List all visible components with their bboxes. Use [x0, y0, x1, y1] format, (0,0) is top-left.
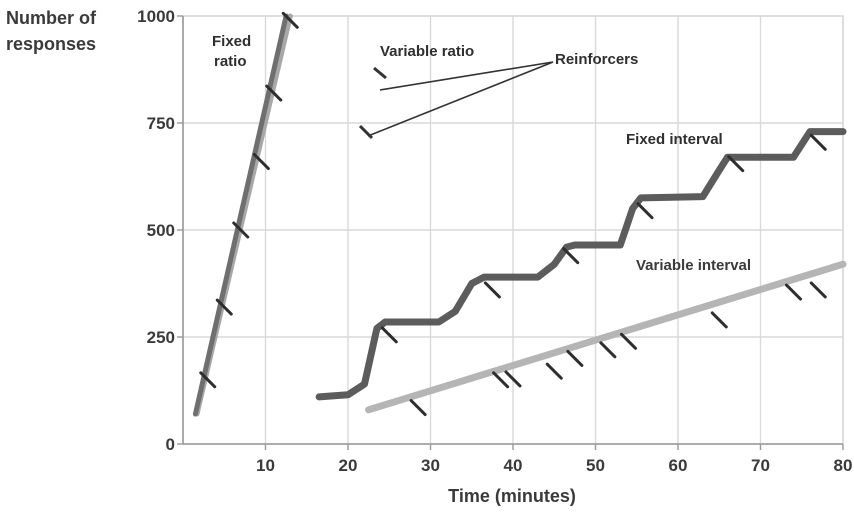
reinforcer-mark-variable-interval — [785, 283, 802, 301]
series-line-variable-interval — [365, 260, 847, 414]
x-tick-label: 50 — [586, 456, 605, 475]
x-axis-label: Time (minutes) — [448, 486, 576, 506]
reinforcer-legend-tick-2 — [358, 124, 374, 140]
reinforcer-mark-fixed-interval — [380, 326, 398, 344]
y-tick-label: 500 — [147, 221, 175, 240]
axes: 10 20 30 40 50 60 70 80 0 250 500 750 1000 — [137, 7, 852, 475]
reinforcer-mark-variable-interval — [809, 281, 827, 299]
reinforcer-mark-variable-interval — [504, 370, 522, 388]
x-tick-label: 10 — [256, 456, 275, 475]
x-tick-label: 30 — [421, 456, 440, 475]
y-axis-label-line2: responses — [6, 34, 96, 54]
fixed-ratio-label-line1: Fixed — [212, 33, 251, 50]
x-tick-label: 80 — [834, 456, 853, 475]
y-tick-label: 0 — [166, 435, 175, 454]
y-tick-label: 750 — [147, 114, 175, 133]
annotations: Number of responses Time (minutes) Fixed… — [6, 8, 751, 506]
reinforcer-marks — [199, 11, 827, 417]
reinforcers-pointer-line-1 — [379, 61, 554, 91]
variable-interval-label: Variable interval — [636, 257, 751, 274]
reinforcer-mark-fixed-ratio — [252, 153, 270, 171]
y-axis-label-line1: Number of — [6, 8, 97, 28]
reinforcer-mark-fixed-interval — [809, 133, 827, 151]
reinforcer-mark-variable-interval — [409, 399, 427, 417]
reinforcer-mark-variable-interval — [599, 341, 617, 359]
series-lines — [192, 13, 847, 417]
reinforcer-mark-fixed-interval — [483, 281, 501, 299]
reinforcer-mark-fixed-interval — [636, 202, 654, 220]
fixed-ratio-label-line2: ratio — [214, 53, 247, 70]
reinforcer-legend-tick-1 — [373, 66, 387, 80]
series-line-fixed-ratio — [192, 13, 289, 417]
reinforcer-mark-variable-interval — [492, 371, 510, 389]
reinforcer-mark-fixed-interval — [562, 247, 580, 265]
x-tick-label: 70 — [751, 456, 770, 475]
reinforcer-mark-fixed-ratio — [199, 371, 217, 389]
reinforcers-label: Reinforcers — [555, 51, 638, 68]
fixed-interval-label: Fixed interval — [626, 131, 723, 148]
variable-ratio-label: Variable ratio — [380, 43, 474, 60]
reinforcer-mark-variable-interval — [620, 332, 637, 350]
reinforcers-pointer-line-2 — [367, 61, 554, 137]
reinforcer-mark-variable-interval — [545, 362, 563, 380]
reinforcer-mark-fixed-interval — [727, 155, 745, 173]
y-tick-label: 250 — [147, 328, 175, 347]
series-line-fixed-interval — [315, 128, 847, 401]
x-tick-label: 40 — [504, 456, 523, 475]
reinforcer-mark-variable-interval — [566, 349, 584, 367]
x-tick-label: 60 — [669, 456, 688, 475]
y-tick-label: 1000 — [137, 7, 175, 26]
reinforcer-mark-fixed-ratio — [281, 11, 299, 29]
reinforcer-mark-fixed-ratio — [265, 84, 283, 102]
x-tick-label: 20 — [339, 456, 358, 475]
reinforcer-mark-fixed-ratio — [215, 298, 233, 316]
reinforcer-mark-variable-interval — [710, 311, 728, 329]
reinforcer-mark-fixed-ratio — [232, 221, 250, 239]
